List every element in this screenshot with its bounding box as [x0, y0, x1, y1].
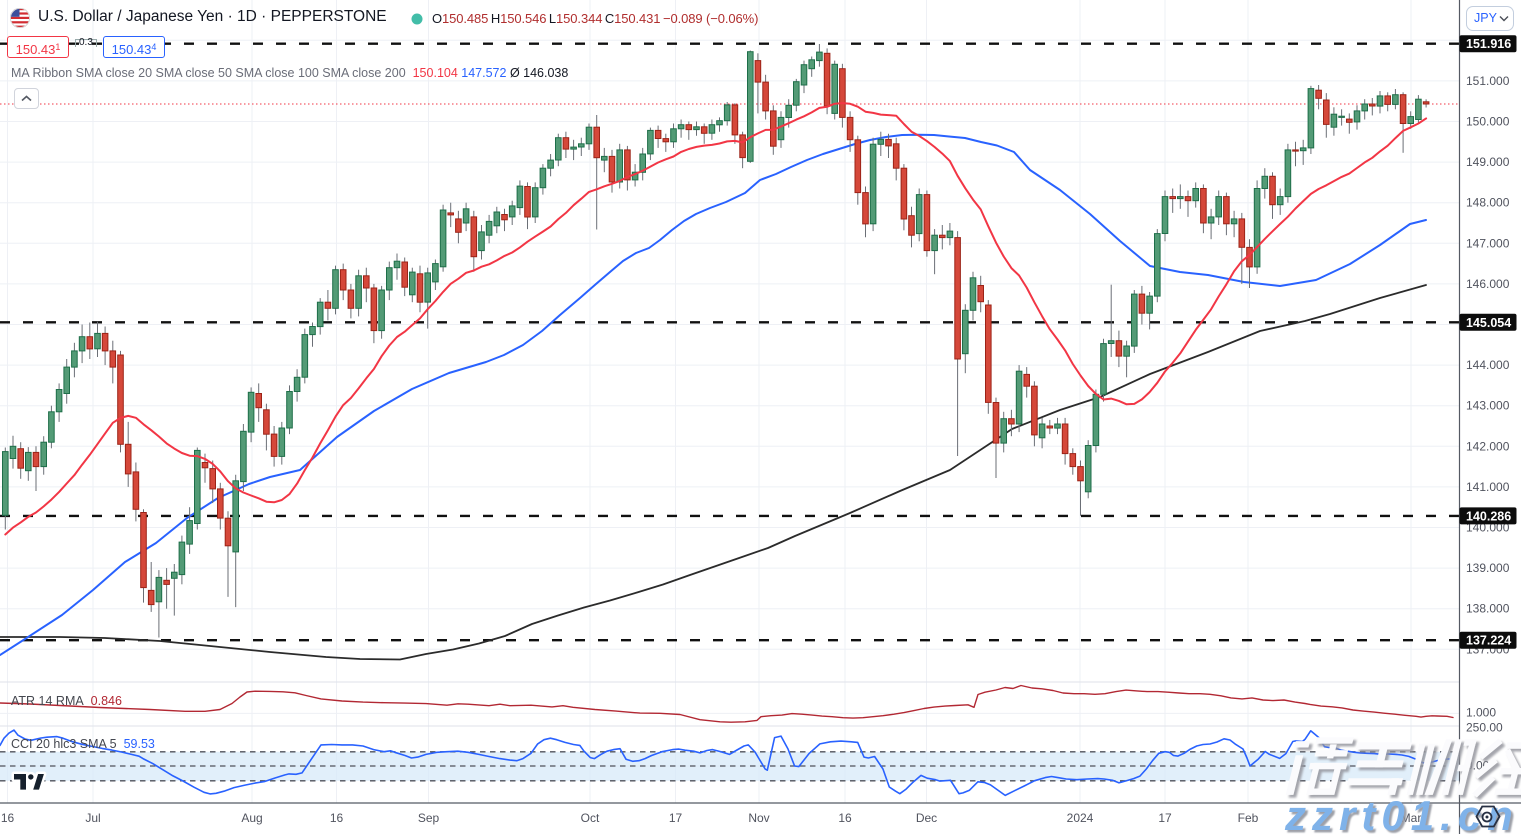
svg-text:151.916: 151.916 — [1466, 37, 1511, 51]
svg-text:250.00: 250.00 — [1466, 721, 1503, 735]
svg-text:149.000: 149.000 — [1466, 155, 1510, 169]
svg-text:16: 16 — [330, 811, 344, 825]
svg-text:Aug: Aug — [241, 811, 262, 825]
svg-text:146.000: 146.000 — [1466, 277, 1510, 291]
svg-text:Jul: Jul — [85, 811, 100, 825]
svg-text:137.224: 137.224 — [1466, 634, 1511, 648]
svg-text:150.000: 150.000 — [1466, 115, 1510, 129]
svg-text:2024: 2024 — [1067, 811, 1094, 825]
svg-text:140.286: 140.286 — [1466, 509, 1511, 523]
svg-text:Oct: Oct — [581, 811, 600, 825]
svg-text:Sep: Sep — [418, 811, 440, 825]
svg-text:143.000: 143.000 — [1466, 399, 1510, 413]
svg-text:16: 16 — [838, 811, 852, 825]
svg-text:Feb: Feb — [1238, 811, 1259, 825]
svg-text:1.000: 1.000 — [1466, 706, 1496, 720]
svg-text:Mar: Mar — [1401, 811, 1422, 825]
svg-text:Nov: Nov — [748, 811, 769, 825]
svg-text:17: 17 — [1158, 811, 1172, 825]
svg-text:17: 17 — [669, 811, 683, 825]
svg-text:Dec: Dec — [916, 811, 937, 825]
svg-text:142.000: 142.000 — [1466, 439, 1510, 453]
svg-text:16: 16 — [1, 811, 15, 825]
svg-text:151.000: 151.000 — [1466, 74, 1510, 88]
svg-text:139.000: 139.000 — [1466, 561, 1510, 575]
svg-text:145.054: 145.054 — [1466, 316, 1511, 330]
svg-text:147.000: 147.000 — [1466, 236, 1510, 250]
svg-text:148.000: 148.000 — [1466, 196, 1510, 210]
svg-text:141.000: 141.000 — [1466, 480, 1510, 494]
svg-text:138.000: 138.000 — [1466, 602, 1510, 616]
svg-text:zzrt01.cn: zzrt01.cn — [1284, 792, 1519, 834]
svg-text:144.000: 144.000 — [1466, 358, 1510, 372]
